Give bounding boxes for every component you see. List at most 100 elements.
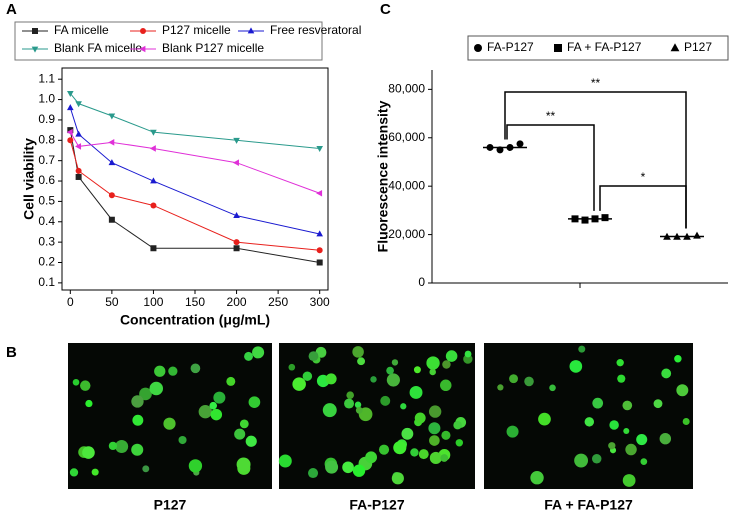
cell	[178, 435, 187, 445]
cell	[236, 457, 251, 472]
cell	[617, 374, 626, 383]
y-axis-label: Fluorescence intensity	[375, 100, 391, 252]
cell	[440, 454, 449, 462]
marker	[150, 245, 157, 252]
marker	[581, 216, 589, 224]
cell	[163, 417, 176, 430]
x-tick-label: 150	[185, 295, 205, 309]
cell	[69, 468, 79, 477]
cell	[248, 396, 261, 408]
cell	[616, 358, 624, 367]
cell	[302, 371, 313, 381]
marker	[67, 137, 74, 144]
legend-label: Blank FA micelle	[54, 41, 142, 55]
marker	[108, 139, 115, 146]
cell	[410, 448, 419, 457]
marker	[474, 44, 482, 52]
cell	[414, 412, 426, 424]
marker	[67, 104, 74, 111]
cell	[609, 420, 619, 430]
cell	[622, 474, 636, 487]
cell	[429, 435, 440, 446]
cell	[653, 399, 663, 409]
y-tick-label: 1.0	[38, 92, 55, 106]
marker	[150, 129, 157, 136]
marker	[670, 43, 680, 52]
y-tick-label: 0.5	[38, 194, 55, 208]
marker	[150, 202, 157, 209]
cell	[132, 414, 144, 426]
cell	[530, 471, 544, 485]
cell	[288, 363, 296, 371]
cell	[352, 346, 364, 358]
cell	[413, 366, 421, 374]
marker	[233, 245, 240, 252]
y-tick-label: 0.3	[38, 234, 55, 248]
cell	[80, 380, 91, 391]
marker	[591, 215, 599, 223]
micrograph-label: FA + FA-P127	[544, 497, 633, 513]
cell	[234, 428, 246, 440]
marker	[67, 91, 74, 98]
cell	[463, 354, 473, 364]
cell	[386, 366, 394, 375]
cell	[239, 419, 249, 429]
cell	[370, 376, 377, 383]
series-line	[69, 93, 320, 149]
micrograph	[279, 343, 475, 489]
cell	[409, 386, 423, 399]
cell	[640, 458, 648, 465]
cell	[245, 435, 257, 447]
cell	[315, 346, 327, 358]
marker	[506, 143, 514, 151]
marker	[149, 145, 156, 152]
marker	[108, 192, 115, 199]
significance-label: **	[546, 109, 556, 123]
cell	[401, 427, 414, 440]
marker	[32, 28, 38, 34]
marker	[693, 231, 701, 239]
marker	[486, 143, 494, 151]
cell	[453, 420, 462, 430]
y-tick-label: 0.8	[38, 132, 55, 146]
panel-label: C	[380, 1, 391, 18]
marker	[75, 101, 82, 108]
cell	[445, 350, 458, 362]
cell	[574, 453, 589, 468]
marker	[75, 167, 82, 174]
cell	[355, 406, 363, 414]
cell	[622, 400, 633, 411]
cell	[308, 467, 319, 479]
y-tick-label: 40,000	[388, 178, 425, 192]
cell	[226, 376, 236, 386]
legend-box	[467, 35, 729, 61]
marker	[233, 212, 240, 219]
cell	[428, 405, 442, 418]
cell	[308, 351, 319, 362]
cell	[386, 373, 400, 387]
cell	[524, 376, 534, 387]
cell	[391, 359, 399, 366]
cell	[209, 401, 218, 410]
cell	[325, 460, 339, 474]
cell	[400, 403, 407, 410]
marker	[316, 259, 323, 266]
cell	[210, 408, 223, 421]
series-line	[69, 107, 320, 235]
y-tick-label: 0.1	[38, 275, 55, 289]
marker	[516, 140, 524, 148]
cell	[441, 430, 451, 440]
cell	[674, 355, 682, 363]
marker	[316, 189, 323, 197]
legend-label: Free resveratoral	[270, 23, 361, 37]
cell	[346, 391, 354, 399]
marker	[108, 113, 116, 120]
cell	[391, 472, 404, 485]
marker	[233, 239, 240, 246]
cell	[623, 427, 630, 435]
marker	[496, 146, 504, 154]
y-tick-label: 20,000	[388, 227, 425, 241]
cell	[429, 368, 436, 376]
cell	[442, 360, 451, 369]
cell	[344, 398, 355, 409]
